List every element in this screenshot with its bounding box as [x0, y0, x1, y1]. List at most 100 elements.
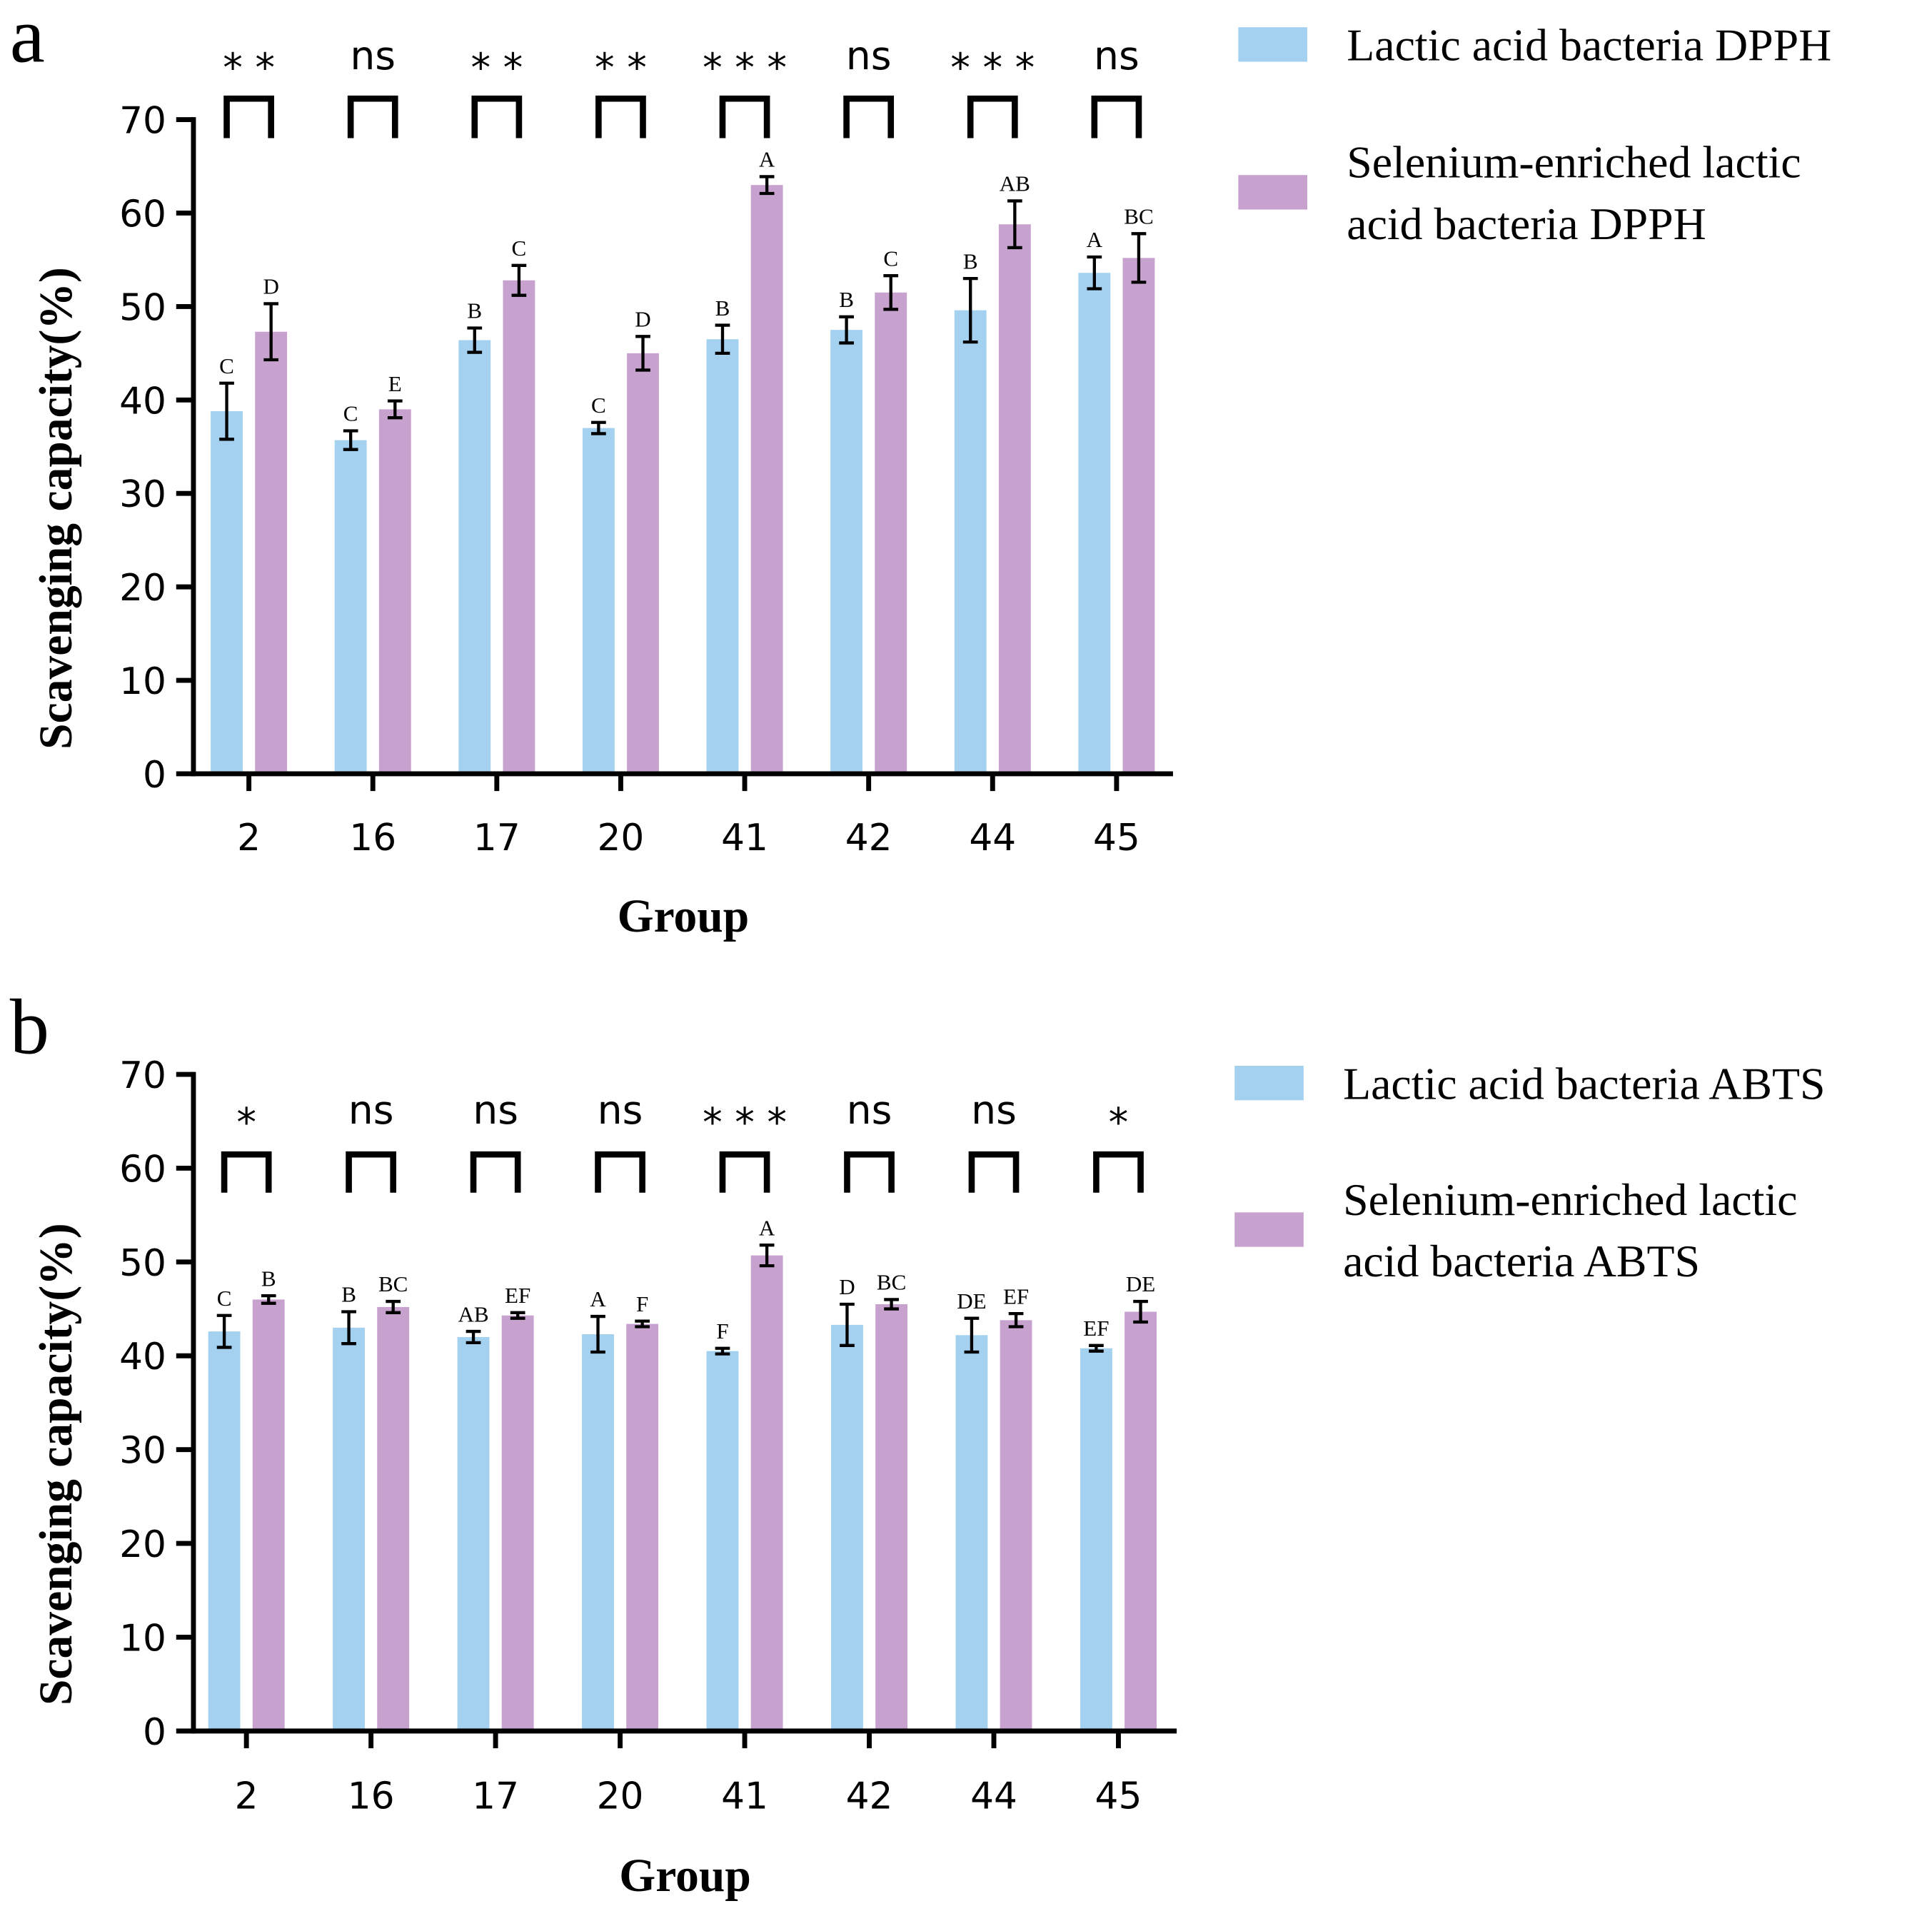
group-letter: D [635, 306, 650, 331]
x-tick-label: 45 [1093, 817, 1140, 859]
significance-label: * * * [950, 46, 1035, 91]
x-tick-label: 16 [349, 817, 396, 859]
legend-label: Selenium-enriched lactic [1343, 1174, 1797, 1225]
y-tick-label: 20 [119, 1523, 166, 1566]
significance-label: ns [598, 1088, 643, 1134]
group-letter: BC [1124, 203, 1153, 228]
group-letter: BC [877, 1270, 906, 1295]
panel-label: b [10, 984, 49, 1071]
bar-se-lab-44 [998, 224, 1031, 774]
group-letter: B [839, 287, 854, 312]
group-letter: A [590, 1286, 606, 1311]
significance-bracket [595, 95, 646, 138]
bar-lab-44 [954, 310, 987, 774]
significance-label: * * [471, 46, 523, 91]
bar-se-lab-41 [750, 1255, 783, 1731]
legend-label: acid bacteria DPPH [1347, 198, 1706, 249]
significance-bracket [967, 95, 1018, 138]
significance-label: ns [348, 1088, 394, 1134]
bar-lab-20 [582, 428, 615, 774]
significance-bracket [843, 95, 895, 138]
bar-se-lab-45 [1122, 258, 1155, 774]
x-tick-label: 44 [970, 1775, 1017, 1818]
y-axis-label: Scavenging capacity(%) [31, 267, 82, 750]
group-letter: E [388, 371, 402, 396]
significance-bracket [223, 95, 274, 138]
x-axis-label: Group [619, 1850, 751, 1902]
chart-b: b C B * 2 B BC ns 16 AB EF ns 17 A Fns 20 F A * * * 41 D BC ns… [10, 984, 1826, 1902]
significance-bracket [719, 95, 770, 138]
y-tick-label: 0 [143, 754, 166, 797]
y-tick-label: 30 [119, 1430, 166, 1473]
legend-swatch [1238, 175, 1308, 210]
group-letter: BC [378, 1271, 408, 1296]
group-letter: A [1087, 227, 1103, 252]
y-tick-label: 0 [143, 1711, 166, 1754]
x-axis-label: Group [618, 891, 750, 942]
bar-se-lab-44 [1000, 1320, 1032, 1731]
x-tick-label: 41 [721, 817, 768, 859]
group-letter: C [512, 236, 527, 261]
significance-bracket [1093, 1151, 1144, 1193]
significance-bracket [347, 95, 398, 138]
panel-label: a [10, 0, 45, 79]
bar-se-lab-20 [626, 1323, 659, 1731]
bar-lab-41 [706, 339, 739, 774]
significance-bracket [595, 1151, 645, 1193]
bar-se-lab-42 [875, 1304, 908, 1731]
y-tick-label: 10 [119, 1617, 166, 1660]
x-tick-label: 17 [473, 817, 520, 859]
significance-label: * [1109, 1100, 1129, 1146]
group-letter: D [263, 274, 278, 299]
y-tick-label: 50 [119, 286, 166, 329]
significance-label: * * * [703, 1100, 787, 1146]
significance-label: * * * [703, 46, 787, 91]
bar-lab-20 [582, 1334, 614, 1731]
group-letter: C [883, 246, 898, 271]
bar-lab-16 [334, 440, 367, 774]
group-letter: A [759, 147, 775, 172]
x-tick-label: 2 [237, 817, 261, 859]
y-tick-label: 10 [119, 660, 166, 703]
bar-se-lab-2 [252, 1299, 285, 1731]
significance-bracket [221, 1151, 272, 1193]
x-tick-label: 20 [598, 817, 645, 859]
significance-bracket [844, 1151, 895, 1193]
bar-se-lab-45 [1125, 1311, 1157, 1731]
significance-bracket [471, 95, 523, 138]
legend-label: acid bacteria ABTS [1343, 1236, 1700, 1286]
y-tick-label: 40 [119, 1336, 166, 1378]
legend-swatch [1238, 27, 1308, 62]
group-letter: F [716, 1318, 728, 1343]
bar-se-lab-16 [377, 1306, 410, 1731]
significance-label: ns [847, 1088, 892, 1134]
significance-label: * [236, 1100, 256, 1146]
significance-bracket [470, 1151, 521, 1193]
y-tick-label: 40 [119, 380, 166, 423]
group-letter: B [963, 248, 978, 273]
bar-lab-2 [211, 411, 243, 774]
bar-lab-17 [457, 1336, 490, 1731]
y-axis-label: Scavenging capacity(%) [31, 1223, 82, 1705]
bar-lab-17 [458, 340, 491, 774]
legend-label: Selenium-enriched lactic [1347, 137, 1801, 188]
group-letter: A [759, 1215, 775, 1240]
x-tick-label: 42 [846, 1775, 893, 1818]
bar-lab-42 [830, 330, 863, 774]
y-tick-label: 70 [119, 100, 166, 143]
y-tick-label: 60 [119, 193, 166, 236]
bar-se-lab-16 [378, 409, 411, 774]
bar-se-lab-17 [503, 280, 535, 774]
x-tick-label: 20 [597, 1775, 644, 1818]
group-letter: B [341, 1282, 356, 1307]
bar-lab-44 [955, 1335, 988, 1731]
bar-se-lab-42 [875, 292, 907, 774]
bar-lab-45 [1080, 1348, 1112, 1731]
group-letter: C [219, 353, 234, 378]
y-tick-label: 60 [119, 1148, 166, 1191]
group-letter: C [591, 393, 606, 418]
group-letter: F [636, 1291, 648, 1316]
x-tick-label: 44 [969, 817, 1016, 859]
